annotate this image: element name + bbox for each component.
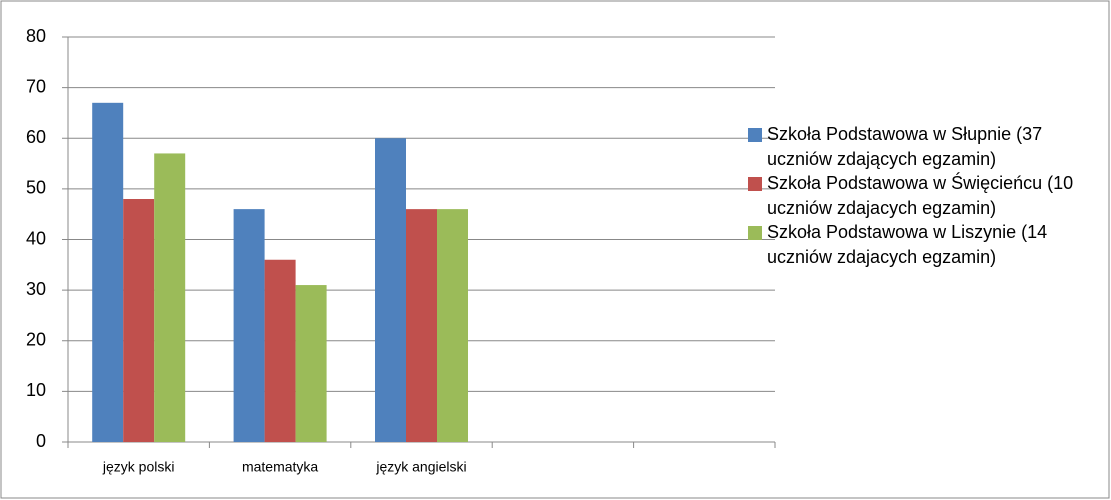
- y-tick-label: 10: [26, 380, 46, 400]
- x-tick-label: język angielski: [375, 459, 466, 475]
- y-tick-label: 50: [26, 178, 46, 198]
- y-tick-label: 20: [26, 330, 46, 350]
- legend-swatch: [748, 226, 762, 240]
- bar: [264, 259, 296, 442]
- bar: [233, 209, 265, 442]
- legend-label: Szkoła Podstawowa w Święcieńcu (10 uczni…: [767, 173, 1074, 218]
- legend: Szkoła Podstawowa w Słupnie (37 uczniów …: [748, 122, 1098, 269]
- legend-swatch: [748, 128, 762, 142]
- bar: [437, 209, 468, 442]
- y-tick-label: 30: [26, 279, 46, 299]
- legend-label: Szkoła Podstawowa w Słupnie (37 uczniów …: [767, 124, 1043, 169]
- y-tick-label: 80: [26, 26, 46, 46]
- bar: [92, 102, 124, 442]
- legend-entry: Szkoła Podstawowa w Święcieńcu (10 uczni…: [748, 171, 1098, 220]
- y-tick-label: 0: [36, 431, 46, 451]
- legend-label: Szkoła Podstawowa w Liszynie (14 uczniów…: [767, 222, 1048, 267]
- x-tick-label: język polski: [102, 459, 175, 475]
- y-tick-label: 40: [26, 228, 46, 248]
- y-tick-label: 70: [26, 76, 46, 96]
- bar: [406, 209, 437, 442]
- legend-swatch: [748, 177, 762, 191]
- legend-entry: Szkoła Podstawowa w Słupnie (37 uczniów …: [748, 122, 1098, 171]
- legend-entry: Szkoła Podstawowa w Liszynie (14 uczniów…: [748, 220, 1098, 269]
- x-tick-label: matematyka: [242, 459, 318, 475]
- bar: [375, 138, 406, 442]
- bar: [154, 153, 186, 442]
- y-tick-label: 60: [26, 127, 46, 147]
- bar: [295, 285, 327, 442]
- bar: [123, 199, 155, 442]
